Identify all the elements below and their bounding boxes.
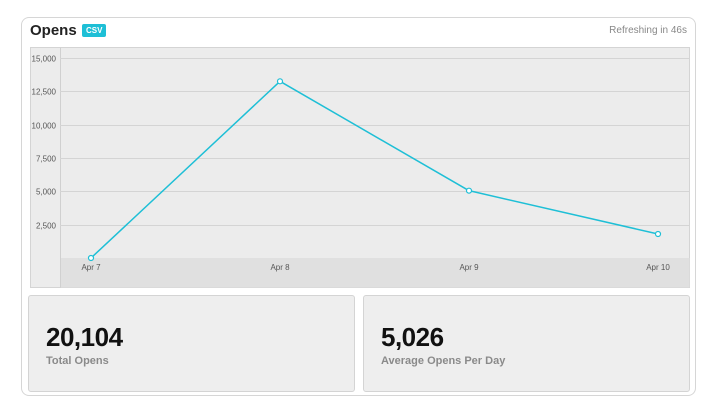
plot-area [30, 47, 690, 288]
y-tick-label: 5,000 [36, 188, 57, 197]
opens-card: Opens CSV Refreshing in 46s 2,500 5,000 7,… [21, 17, 696, 396]
average-opens-value: 5,026 [381, 322, 444, 352]
total-opens-value: 20,104 [46, 322, 123, 352]
y-tick-labels: 2,500 5,000 7,500 10,000 12,500 15,000 [32, 55, 57, 231]
refresh-status: Refreshing in 46s [609, 25, 687, 36]
x-tick-label: Apr 9 [459, 263, 479, 272]
x-tick-labels: Apr 7 Apr 8 Apr 9 Apr 10 [81, 263, 670, 272]
average-opens-panel: 5,026 Average Opens Per Day [363, 295, 690, 392]
total-opens-panel: 20,104 Total Opens [28, 295, 355, 392]
data-point [654, 230, 662, 238]
y-tick-label: 15,000 [32, 55, 57, 64]
series-line [90, 80, 659, 259]
x-tick-label: Apr 7 [81, 263, 101, 272]
x-tick-label: Apr 10 [646, 263, 670, 272]
y-tick-label: 12,500 [32, 88, 57, 97]
average-opens-label: Average Opens Per Day [381, 355, 506, 367]
x-axis-band [60, 258, 690, 288]
y-tick-label: 10,000 [32, 122, 57, 131]
gridlines [60, 58, 689, 226]
data-point [87, 254, 95, 262]
card-header: Opens CSV Refreshing in 46s [22, 18, 695, 46]
y-tick-label: 2,500 [36, 222, 57, 231]
y-tick-label: 7,500 [36, 155, 57, 164]
x-tick-label: Apr 8 [270, 263, 290, 272]
csv-export-button[interactable]: CSV [82, 24, 107, 37]
total-opens-label: Total Opens [46, 355, 109, 367]
data-point [276, 78, 284, 85]
card-title: Opens [30, 22, 77, 39]
series-opens [87, 78, 662, 262]
data-point [465, 187, 473, 194]
